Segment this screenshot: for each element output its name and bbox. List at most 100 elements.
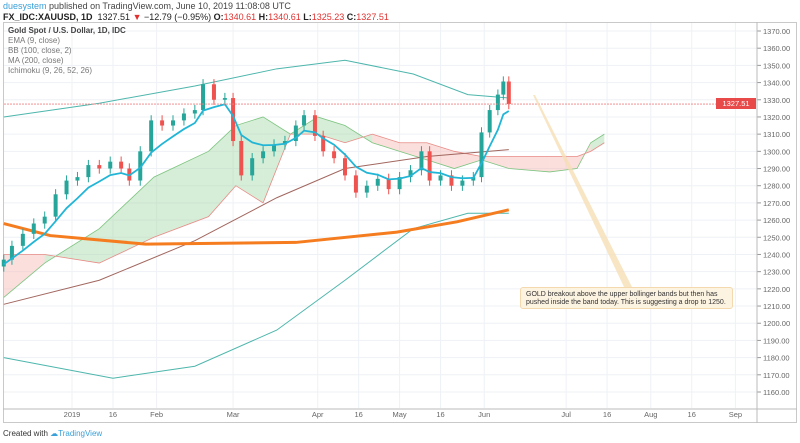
y-tick-label: 1190.00 (763, 336, 790, 345)
down-arrow-icon: ▼ (132, 12, 142, 22)
candle-body (20, 233, 25, 246)
x-tick-label: 16 (354, 410, 362, 419)
candle-body (293, 125, 298, 142)
y-tick-label: 1220.00 (763, 285, 790, 294)
candle-body (386, 178, 391, 190)
y-tick-label: 1360.00 (763, 44, 790, 53)
ichimoku-cloud-segment (208, 125, 236, 217)
candle-body (108, 161, 113, 169)
ichimoku-span-b (3, 133, 605, 264)
x-tick-label: Sep (729, 410, 742, 419)
close-value: 1327.51 (356, 12, 389, 22)
candle-body (438, 175, 443, 181)
candle-body (449, 175, 454, 186)
y-tick-label: 1210.00 (763, 302, 790, 311)
ichimoku-cloud-segment (235, 116, 264, 203)
legend-ichimoku[interactable]: Ichimoku (9, 26, 52, 26) (8, 66, 93, 75)
candle-body (64, 180, 69, 195)
candle-body (471, 177, 476, 181)
x-tick-label: 16 (109, 410, 117, 419)
candle-body (1, 259, 6, 267)
open-label: O: (213, 12, 224, 22)
x-tick-label: Mar (227, 410, 240, 419)
candle-body (506, 81, 511, 105)
y-tick-label: 1240.00 (763, 250, 790, 259)
ichimoku-cloud-segment (153, 151, 209, 238)
y-tick-label: 1200.00 (763, 319, 790, 328)
ma200-line (3, 208, 510, 246)
candle-body (138, 151, 143, 181)
x-tick-label: Apr (312, 410, 324, 419)
candle-body (97, 165, 102, 169)
price-change: −12.79 (−0.95%) (144, 12, 212, 22)
y-tick-label: 1320.00 (763, 113, 790, 122)
candle-body (119, 161, 124, 169)
high-value: 1340.61 (268, 12, 301, 22)
candle-body (9, 245, 14, 260)
bb-lower-band (3, 212, 509, 379)
close-label: C: (346, 12, 357, 22)
indicator-legend: Gold Spot / U.S. Dollar, 1D, IDC EMA (9,… (8, 26, 126, 76)
publish-info: duesystem published on TradingView.com, … (3, 1, 291, 11)
y-tick-label: 1330.00 (763, 96, 790, 105)
chart-frame (3, 22, 797, 423)
candle-body (364, 185, 369, 193)
y-tick-label: 1310.00 (763, 130, 790, 139)
x-tick-label: Jul (561, 410, 571, 419)
ichimoku-cloud-segment (3, 254, 45, 298)
candle-body (408, 170, 413, 178)
candle-body (192, 110, 197, 114)
annotation-callout[interactable]: GOLD breakout above the upper bollinger … (520, 287, 733, 309)
high-label: H: (258, 12, 269, 22)
x-tick-label: 16 (688, 410, 696, 419)
tradingview-link[interactable]: TradingView (58, 429, 103, 438)
x-tick-label: Aug (644, 410, 657, 419)
callout-pointer (533, 95, 632, 287)
last-price: 1327.51 (97, 12, 131, 22)
candle-body (181, 113, 186, 121)
ichimoku-cloud-segment (481, 156, 509, 169)
candle-body (479, 132, 484, 178)
candle-body (42, 216, 47, 224)
author-link[interactable]: duesystem (3, 1, 47, 11)
tradingview-logo-icon: ☁ (50, 429, 59, 438)
y-tick-label: 1180.00 (763, 354, 790, 363)
candle-body (75, 177, 80, 181)
symbol-bar: FX_IDC:XAUUSD, 1D 1327.51 ▼ −12.79 (−0.9… (3, 12, 389, 22)
legend-ma[interactable]: MA (200, close) (8, 56, 64, 65)
ichimoku-cloud-segment (508, 156, 550, 172)
candle-body (211, 84, 216, 100)
ichimoku-cloud-segment (454, 151, 482, 169)
candle-body (171, 120, 176, 126)
candle-body (86, 165, 91, 178)
candle-body (353, 175, 358, 193)
x-tick-label: 16 (436, 410, 444, 419)
legend-bb[interactable]: BB (100, close, 2) (8, 46, 72, 55)
bb-middle-band (3, 149, 509, 305)
candle-body (302, 115, 307, 126)
current-price-label: 1327.51 (716, 98, 756, 109)
candle-body (397, 177, 402, 190)
ema-line (3, 103, 510, 266)
legend-ema[interactable]: EMA (9, close) (8, 36, 61, 45)
y-tick-label: 1280.00 (763, 182, 790, 191)
candle-body (312, 115, 317, 136)
candle-body (272, 144, 277, 152)
low-label: L: (303, 12, 312, 22)
y-tick-label: 1160.00 (763, 388, 790, 397)
low-value: 1325.23 (311, 12, 345, 22)
y-tick-label: 1290.00 (763, 165, 790, 174)
candle-body (375, 178, 380, 186)
y-tick-label: 1260.00 (763, 216, 790, 225)
y-tick-label: 1170.00 (763, 371, 790, 380)
open-value: 1340.61 (223, 12, 257, 22)
candle-body (231, 98, 236, 142)
candle-body (460, 180, 465, 186)
legend-series[interactable]: Gold Spot / U.S. Dollar, 1D, IDC (8, 26, 126, 35)
y-tick-label: 1340.00 (763, 79, 790, 88)
y-tick-label: 1300.00 (763, 147, 790, 156)
footer: Created with ☁TradingView (3, 429, 102, 438)
candle-body (160, 120, 165, 126)
ticker: FX_IDC:XAUUSD, 1D (3, 12, 93, 22)
